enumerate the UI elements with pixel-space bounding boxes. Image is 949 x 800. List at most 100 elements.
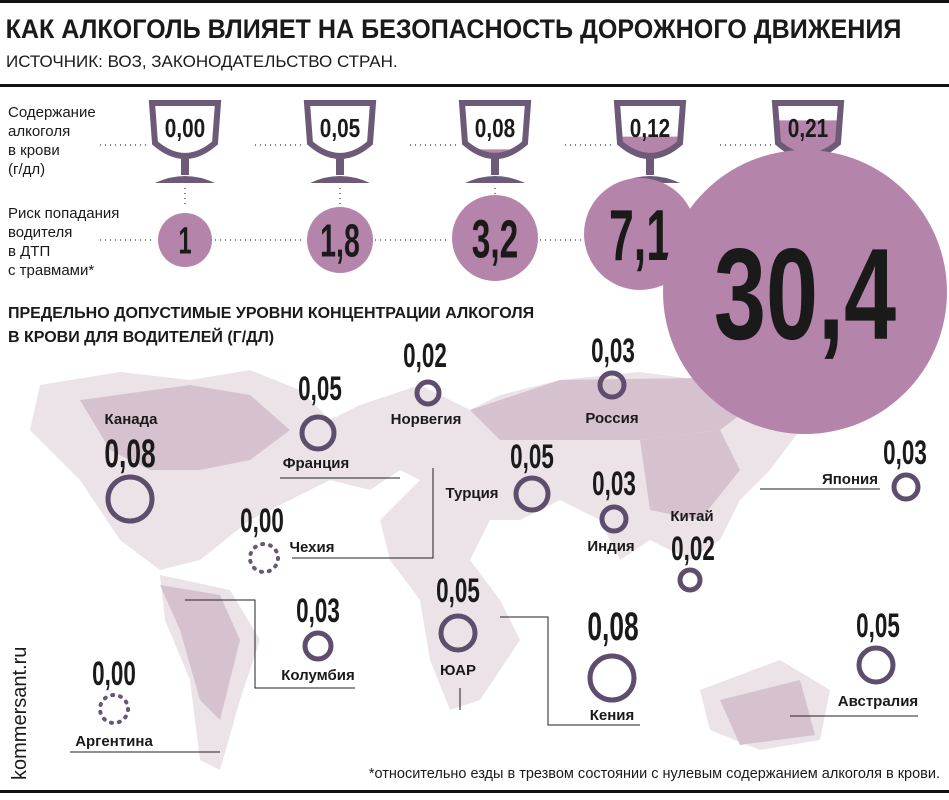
country-value: 0,05	[298, 370, 342, 408]
row-label: Содержание	[8, 104, 96, 121]
glass-bowl	[462, 103, 528, 156]
row-label: в ДТП	[8, 243, 50, 260]
risk-circle	[307, 207, 373, 273]
country-ring	[438, 613, 478, 653]
row-label: Риск попадания	[8, 205, 119, 222]
country-value: 0,00	[92, 655, 136, 693]
header-rule	[0, 84, 949, 87]
risk-value: 30,4	[714, 222, 896, 368]
country-area	[470, 378, 760, 440]
country-value: 0,08	[587, 605, 638, 650]
country-ring	[299, 414, 337, 452]
country-value: 0,03	[591, 332, 635, 370]
country-ring	[891, 472, 921, 502]
row-label: алкоголя	[8, 123, 70, 140]
risk-value: 7,1	[609, 195, 671, 276]
country-name: Россия	[585, 410, 638, 427]
country-value: 0,03	[883, 434, 927, 472]
watermark: kommersant.ru	[9, 647, 31, 780]
country-ring	[248, 542, 280, 574]
country-name: Австралия	[838, 693, 918, 710]
country-area	[720, 680, 815, 745]
title: КАК АЛКОГОЛЬ ВЛИЯЕТ НА БЕЗОПАСНОСТЬ ДОРО…	[6, 13, 902, 44]
country-name: Чехия	[290, 539, 335, 556]
country-ring	[105, 474, 155, 524]
row-label: водителя	[8, 224, 72, 241]
country-ring	[599, 504, 629, 534]
glass-base	[155, 176, 215, 183]
top-rule	[0, 0, 949, 3]
country-value: 0,05	[856, 607, 900, 645]
glass-stem	[181, 159, 189, 175]
glass-stem	[336, 159, 344, 175]
country-value: 0,00	[240, 502, 284, 540]
alcohol-level: 0,05	[320, 114, 360, 143]
glass-bowl	[303, 100, 377, 159]
country-ring	[677, 567, 703, 593]
country-ring	[98, 693, 130, 725]
risk-value: 1	[178, 219, 191, 262]
glasses-row: Содержание алкоголя в крови (г/дл) Риск попа…	[8, 100, 947, 434]
glass-bowl	[307, 103, 373, 156]
risk-value: 1,8	[320, 216, 360, 268]
country-name: ЮАР	[440, 662, 476, 679]
country-value: 0,08	[104, 432, 155, 477]
country-name: Индия	[587, 538, 634, 555]
country-name: Канада	[105, 411, 159, 428]
risk-circle	[158, 213, 212, 267]
country-area	[80, 385, 290, 470]
countries: 0,08 Канада 0,05 Франция 0,02 Норвегия 0,03 Рос…	[75, 332, 927, 750]
country-ring	[587, 653, 637, 703]
country-name: Кения	[590, 707, 635, 724]
row-label: с травмами*	[8, 262, 94, 279]
glass-bowl	[613, 100, 687, 159]
leader	[185, 599, 355, 689]
country-area	[640, 430, 740, 520]
glass-bowl	[148, 100, 222, 159]
country-ring	[597, 370, 627, 400]
country-ring	[513, 475, 551, 513]
glass-stem	[646, 159, 654, 175]
country-ring	[302, 630, 334, 662]
risk-circle	[452, 195, 538, 281]
leader	[500, 616, 640, 726]
country-name: Турция	[445, 485, 498, 502]
bottom-rule	[0, 790, 949, 793]
country-name: Норвегия	[391, 411, 462, 428]
country-area	[160, 585, 240, 720]
leader	[292, 468, 434, 559]
country-ring	[856, 645, 896, 685]
risk-value: 3,2	[472, 208, 519, 269]
glass-base	[465, 176, 525, 183]
wine	[462, 149, 528, 156]
alcohol-level: 0,12	[630, 114, 670, 143]
glass-bowl	[458, 100, 532, 159]
footnote: *относительно езды в трезвом состоянии с…	[369, 766, 940, 782]
source: ИСТОЧНИК: ВОЗ, ЗАКОНОДАТЕЛЬСТВО СТРАН.	[6, 52, 398, 71]
alcohol-level: 0,00	[165, 114, 205, 143]
country-value: 0,02	[403, 337, 447, 375]
country-name: Япония	[822, 471, 878, 488]
row-label: в крови	[8, 142, 60, 159]
country-value: 0,02	[671, 530, 715, 568]
glass-bowl	[152, 103, 218, 156]
map-title: ПРЕДЕЛЬНО ДОПУСТИМЫЕ УРОВНИ КОНЦЕНТРАЦИИ…	[8, 305, 534, 322]
country-ring	[414, 379, 442, 407]
country-name: Аргентина	[75, 733, 153, 750]
country-value: 0,03	[296, 592, 340, 630]
map-title: В КРОВИ ДЛЯ ВОДИТЕЛЕЙ (Г/ДЛ)	[8, 327, 274, 346]
country-name: Китай	[670, 508, 713, 525]
alcohol-level: 0,08	[475, 114, 515, 143]
glass-stem	[491, 159, 499, 175]
row-label: (г/дл)	[8, 161, 45, 178]
country-value: 0,05	[510, 438, 554, 476]
country-value: 0,03	[592, 465, 636, 503]
alcohol-level: 0,21	[788, 114, 828, 143]
risk-circle	[663, 150, 947, 434]
leader-lines	[70, 468, 918, 753]
country-name: Колумбия	[281, 667, 355, 684]
map	[30, 370, 830, 770]
country-name: Франция	[283, 455, 350, 472]
country-value: 0,05	[436, 572, 480, 610]
